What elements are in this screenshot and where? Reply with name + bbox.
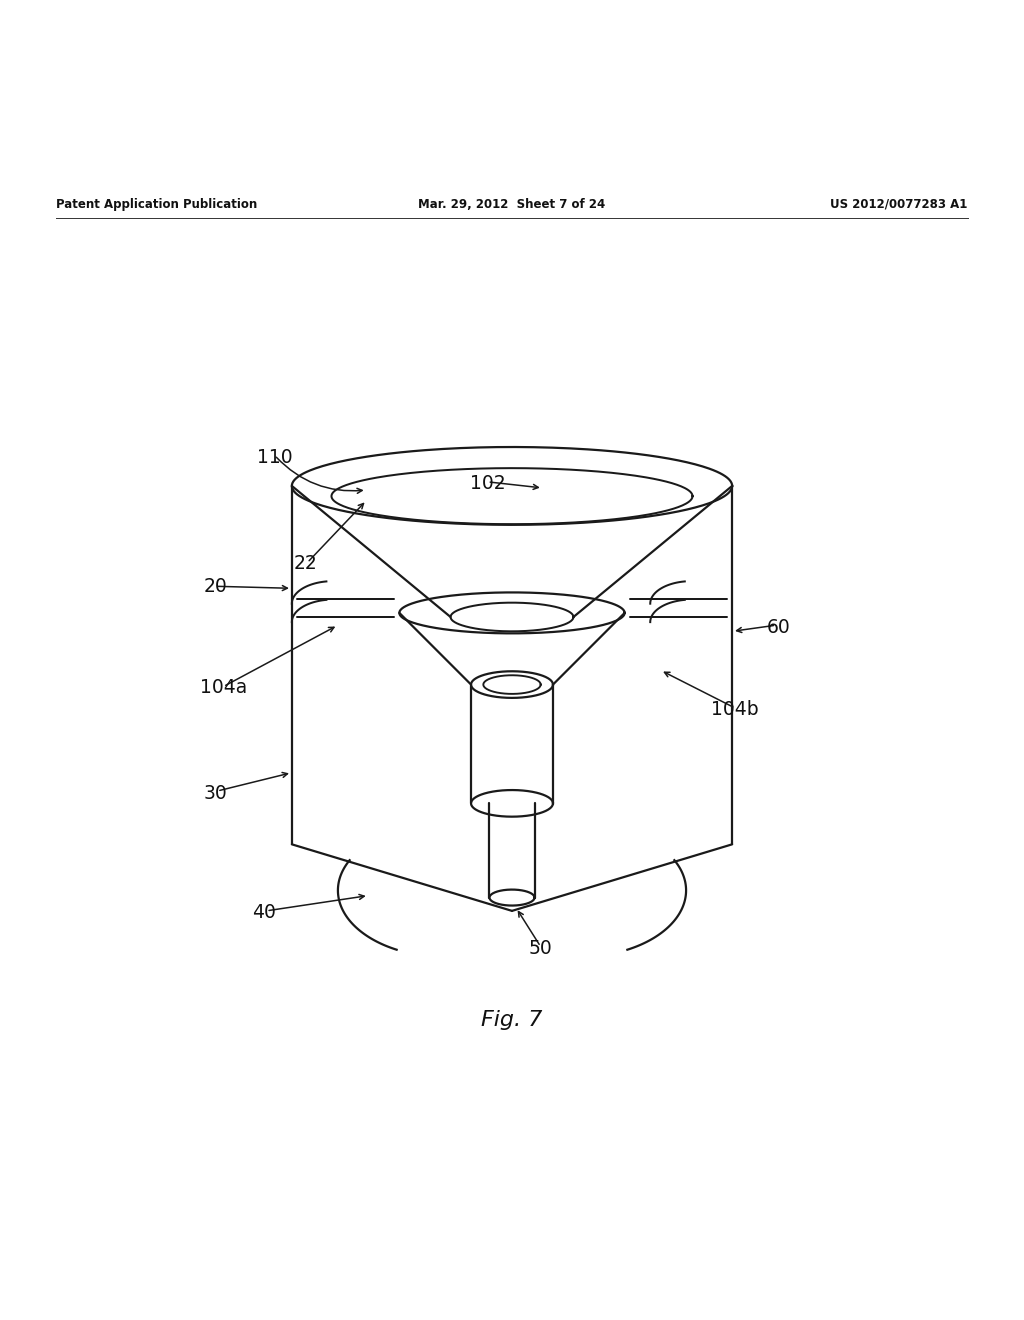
Text: 60: 60 bbox=[766, 618, 791, 636]
Text: Mar. 29, 2012  Sheet 7 of 24: Mar. 29, 2012 Sheet 7 of 24 bbox=[419, 198, 605, 211]
Text: 50: 50 bbox=[528, 940, 553, 958]
Text: 110: 110 bbox=[257, 447, 292, 467]
Text: 40: 40 bbox=[252, 903, 276, 923]
Text: 104b: 104b bbox=[712, 700, 759, 718]
Text: 30: 30 bbox=[203, 784, 227, 803]
Text: 22: 22 bbox=[293, 554, 317, 573]
Text: Patent Application Publication: Patent Application Publication bbox=[56, 198, 258, 211]
Text: US 2012/0077283 A1: US 2012/0077283 A1 bbox=[830, 198, 968, 211]
Text: 20: 20 bbox=[203, 577, 227, 595]
Text: 104a: 104a bbox=[200, 678, 247, 697]
Text: Fig. 7: Fig. 7 bbox=[481, 1010, 543, 1031]
Text: 102: 102 bbox=[470, 474, 505, 494]
